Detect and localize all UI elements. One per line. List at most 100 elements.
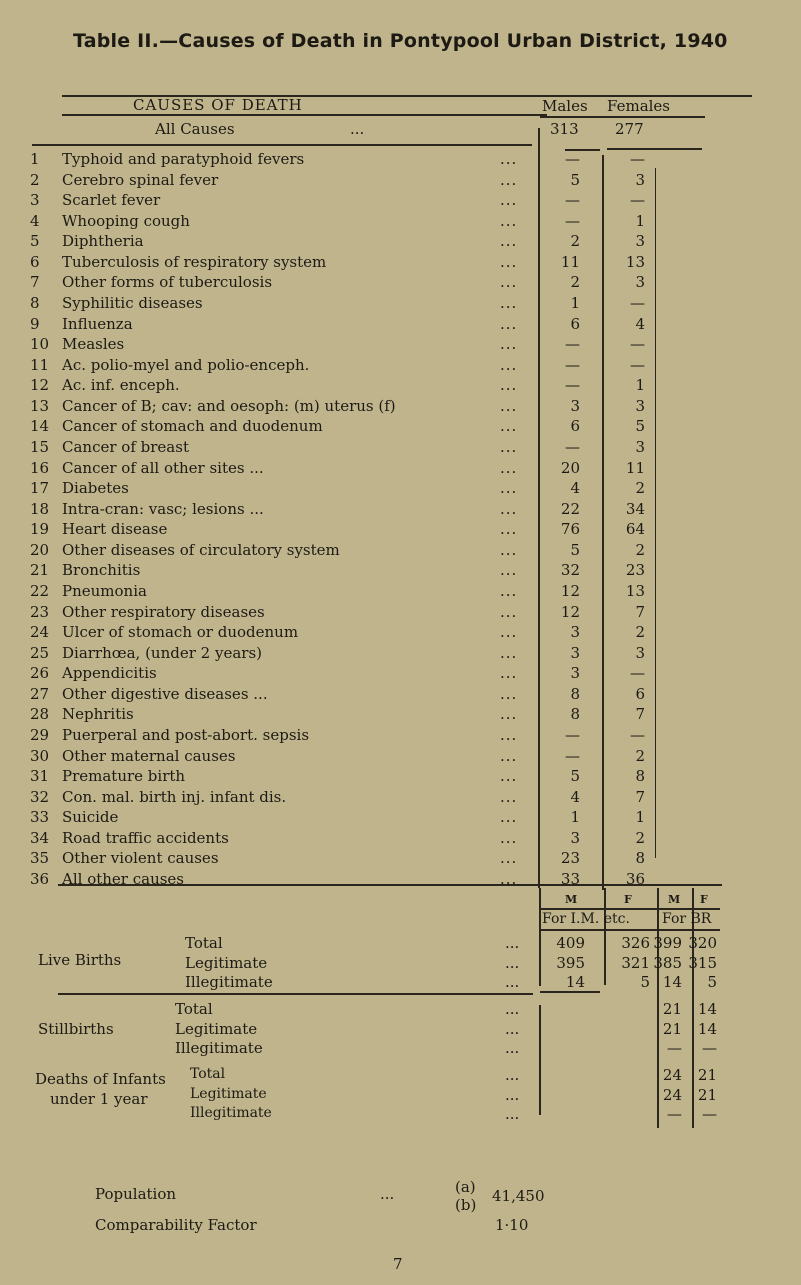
males-count: 12 xyxy=(560,602,580,621)
females-count: — xyxy=(630,664,645,683)
cause-number: 3 xyxy=(30,191,40,210)
still-legitimate-label: Legitimate xyxy=(175,1019,258,1038)
dots: ... xyxy=(500,520,518,539)
live-legit-value: 385 xyxy=(653,953,682,972)
cause-label: Bronchitis xyxy=(62,561,141,580)
infant-total-value: 24 xyxy=(662,1066,682,1084)
females-count: 3 xyxy=(635,170,645,189)
rule xyxy=(540,116,705,118)
females-count: 5 xyxy=(635,417,645,436)
cause-row: 19 Heart disease... 76 64 xyxy=(0,520,801,540)
infant-deaths-label-2: under 1 year xyxy=(50,1090,148,1108)
cause-number: 23 xyxy=(30,602,50,621)
cause-number: 8 xyxy=(30,293,40,312)
females-count: — xyxy=(630,335,645,354)
males-count: 32 xyxy=(560,561,580,580)
still-total-value: 14 xyxy=(697,1000,717,1018)
still-total-value: 21 xyxy=(662,1000,682,1018)
im-m-heading: M xyxy=(565,893,578,906)
rule xyxy=(62,114,547,116)
females-count: — xyxy=(630,191,645,210)
rule xyxy=(540,991,600,993)
cause-row: 22 Pneumonia... 12 13 xyxy=(0,582,801,602)
cause-row: 3 Scarlet fever... — — xyxy=(0,191,801,211)
page-number: 7 xyxy=(393,1255,403,1273)
females-count: 3 xyxy=(635,273,645,292)
males-count: — xyxy=(565,150,580,168)
dots: ... xyxy=(500,602,518,621)
dots: ... xyxy=(505,1000,520,1018)
males-count: 3 xyxy=(570,643,580,662)
cause-row: 7 Other forms of tuberculosis... 2 3 xyxy=(0,273,801,293)
rule xyxy=(540,908,720,910)
cause-row: 4 Whooping cough... — 1 xyxy=(0,212,801,232)
females-count: — xyxy=(630,150,645,168)
cause-row: 14 Cancer of stomach and duodenum... 6 5 xyxy=(0,417,801,437)
still-legit-value: 21 xyxy=(662,1019,682,1038)
females-count: 6 xyxy=(635,684,645,703)
cause-row: 15 Cancer of breast... — 3 xyxy=(0,438,801,458)
females-count: 3 xyxy=(635,437,645,456)
cause-label: Cancer of B; cav: and oesoph: (m) uterus… xyxy=(62,396,396,415)
males-count: 5 xyxy=(570,540,580,559)
rule xyxy=(565,149,600,151)
females-count: 2 xyxy=(635,828,645,847)
dots: ... xyxy=(505,1105,520,1123)
females-count: 7 xyxy=(635,787,645,806)
cause-label: Ulcer of stomach or duodenum xyxy=(62,623,299,642)
live-illegit-value: 5 xyxy=(640,973,650,991)
live-legit-value: 321 xyxy=(621,953,650,972)
males-count: 23 xyxy=(560,849,580,868)
cause-row: 24 Ulcer of stomach or duodenum... 3 2 xyxy=(0,623,801,643)
rule xyxy=(32,144,532,146)
infant-legitimate-label: Legitimate xyxy=(190,1085,267,1102)
cause-number: 36 xyxy=(30,869,50,888)
dots: ... xyxy=(500,376,518,395)
population-label: Population xyxy=(95,1185,177,1203)
dots: ... xyxy=(380,1185,395,1203)
cause-label: Cancer of stomach and duodenum xyxy=(62,417,323,436)
cause-number: 9 xyxy=(30,314,40,333)
cause-label: Cerebro spinal fever xyxy=(62,170,219,189)
dots: ... xyxy=(500,191,518,210)
live-total-value: 409 xyxy=(556,934,585,952)
cause-number: 21 xyxy=(30,561,50,580)
cause-number: 17 xyxy=(30,479,50,498)
cause-row: 31 Premature birth... 5 8 xyxy=(0,767,801,787)
cause-number: 25 xyxy=(30,643,50,662)
cause-row: 33 Suicide... 1 1 xyxy=(0,808,801,828)
cause-number: 11 xyxy=(30,355,50,374)
cause-row: 26 Appendicitis... 3 — xyxy=(0,664,801,684)
cause-number: 20 xyxy=(30,540,50,559)
dots: ... xyxy=(505,934,520,952)
cause-label: Other digestive diseases ... xyxy=(62,684,268,703)
live-total-value: 399 xyxy=(653,934,682,952)
infant-illegit-value: — xyxy=(702,1105,717,1123)
cause-row: 1 Typhoid and paratyphoid fevers... — — xyxy=(0,150,801,170)
cause-row: 36 All other causes... 33 36 xyxy=(0,870,801,890)
males-count: 76 xyxy=(560,520,580,539)
dots: ... xyxy=(500,355,518,374)
comparability-value: 1·10 xyxy=(495,1216,529,1234)
cause-row: 18 Intra-cran: vasc; lesions ...... 22 34 xyxy=(0,500,801,520)
dots: ... xyxy=(500,828,518,847)
cause-row: 2 Cerebro spinal fever... 5 3 xyxy=(0,171,801,191)
column-rule xyxy=(604,888,606,985)
all-causes-females: 277 xyxy=(615,120,644,138)
live-total-label: Total xyxy=(185,934,223,952)
still-legit-value: 14 xyxy=(697,1019,717,1038)
cause-row: 29 Puerperal and post-abort. sepsis... — — xyxy=(0,726,801,746)
cause-number: 27 xyxy=(30,684,50,703)
dots: ... xyxy=(500,581,518,600)
causes-heading: CAUSES OF DEATH xyxy=(133,96,303,114)
cause-row: 28 Nephritis... 8 7 xyxy=(0,705,801,725)
cause-number: 28 xyxy=(30,705,50,724)
cause-row: 10 Measles... — — xyxy=(0,335,801,355)
cause-row: 6 Tuberculosis of respiratory system... 11… xyxy=(0,253,801,273)
infant-legit-value: 21 xyxy=(697,1085,717,1104)
live-illegit-value: 5 xyxy=(707,973,717,991)
females-count: 7 xyxy=(635,602,645,621)
cause-row: 27 Other digestive diseases ...... 8 6 xyxy=(0,685,801,705)
females-count: 3 xyxy=(635,396,645,415)
males-count: 12 xyxy=(560,581,580,600)
